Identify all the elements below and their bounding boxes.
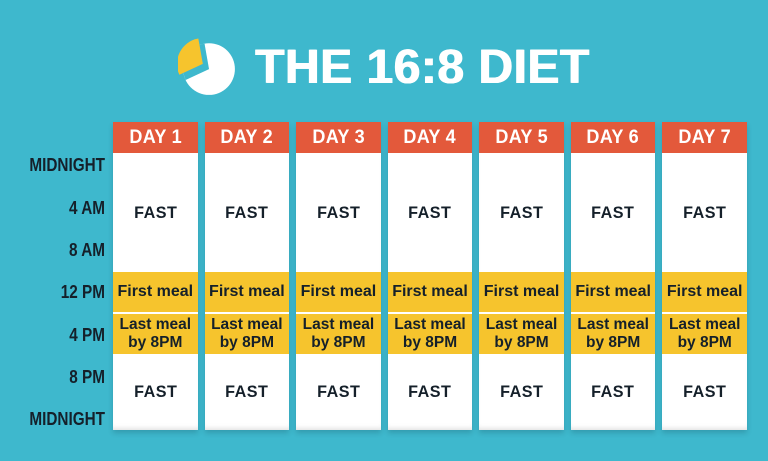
time-label: 8 AM	[69, 240, 105, 260]
cell-last-meal: Last meal by 8PM	[204, 314, 290, 354]
time-gutter: MIDNIGHT 4 AM 8 AM 12 PM 4 PM 8 PM MIDNI…	[0, 0, 105, 461]
fast-pm-label: FAST	[591, 382, 635, 401]
day-strip: FAST First meal Last meal by 8PM FAST	[479, 153, 564, 430]
cell-fast-pm: FAST	[205, 354, 290, 430]
day-header-label: DAY 3	[312, 126, 365, 148]
cell-fast-am: FAST	[205, 153, 290, 272]
cell-first-meal: First meal	[570, 272, 656, 312]
fast-pm-label: FAST	[133, 382, 177, 401]
cell-fast-pm: FAST	[571, 354, 656, 430]
day-column: DAY 1 FAST First meal Last meal by 8PM F…	[113, 122, 198, 430]
cell-first-meal: First meal	[204, 272, 290, 312]
day-strip: FAST First meal Last meal by 8PM FAST	[662, 153, 747, 430]
fast-pm-label: FAST	[225, 382, 269, 401]
cell-first-meal: First meal	[387, 272, 473, 312]
day-header: DAY 4	[387, 122, 473, 153]
cell-last-meal: Last meal by 8PM	[113, 314, 198, 354]
last-meal-line-2: by 8PM	[586, 334, 641, 351]
last-meal-line-2: by 8PM	[219, 334, 274, 351]
day-column: DAY 7 FAST First meal Last meal by 8PM F…	[662, 122, 747, 430]
cell-first-meal: First meal	[296, 272, 381, 312]
fast-pm-label: FAST	[683, 382, 727, 401]
day-strip: FAST First meal Last meal by 8PM FAST	[204, 153, 290, 430]
fast-am-label: FAST	[499, 202, 544, 222]
fast-am-label: FAST	[316, 202, 361, 222]
cell-fast-pm: FAST	[296, 354, 381, 430]
day-column: DAY 5 FAST First meal Last meal by 8PM F…	[479, 122, 564, 430]
fast-pm-label: FAST	[316, 382, 361, 401]
day-strip: FAST First meal Last meal by 8PM FAST	[296, 153, 381, 430]
day-header: DAY 1	[113, 122, 198, 153]
fast-am-label: FAST	[408, 202, 452, 222]
cell-fast-pm: FAST	[113, 354, 198, 430]
day-strip: FAST First meal Last meal by 8PM FAST	[113, 153, 198, 430]
day-header: DAY 3	[296, 122, 381, 153]
cell-fast-pm: FAST	[388, 354, 473, 430]
cell-last-meal: Last meal by 8PM	[296, 314, 381, 354]
pie-chart-icon	[178, 38, 236, 95]
last-meal-line-1: Last meal	[302, 316, 375, 334]
last-meal-line-2: by 8PM	[677, 334, 732, 351]
last-meal-line-1: Last meal	[394, 316, 466, 334]
fast-am-label: FAST	[225, 202, 269, 222]
day-header: DAY 5	[479, 122, 564, 153]
cell-fast-am: FAST	[479, 153, 564, 272]
day-header-label: DAY 7	[678, 126, 732, 148]
day-column: DAY 3 FAST First meal Last meal by 8PM F…	[296, 122, 381, 430]
time-label: 4 AM	[69, 198, 105, 218]
last-meal-line-1: Last meal	[485, 316, 558, 334]
last-meal-line-1: Last meal	[668, 316, 741, 334]
day-strip: FAST First meal Last meal by 8PM FAST	[387, 153, 473, 430]
last-meal-line-2: by 8PM	[494, 334, 549, 351]
cell-fast-am: FAST	[662, 153, 747, 272]
day-header-label: DAY 6	[586, 126, 640, 148]
day-column: DAY 6 FAST First meal Last meal by 8PM F…	[570, 122, 656, 430]
cell-fast-pm: FAST	[662, 354, 747, 430]
time-label: MIDNIGHT	[29, 155, 106, 175]
cell-fast-am: FAST	[113, 153, 198, 272]
day-header-label: DAY 4	[403, 126, 457, 148]
day-column: DAY 2 FAST First meal Last meal by 8PM F…	[204, 122, 290, 430]
day-strip: FAST First meal Last meal by 8PM FAST	[570, 153, 656, 430]
fast-pm-label: FAST	[408, 382, 452, 401]
day-header: DAY 7	[662, 122, 747, 153]
day-header-label: DAY 5	[495, 126, 548, 148]
cell-last-meal: Last meal by 8PM	[570, 314, 656, 354]
title-bar: THE 16:8 DIET	[0, 34, 768, 100]
cell-first-meal: First meal	[479, 272, 564, 312]
page-title: THE 16:8 DIET	[255, 40, 590, 94]
last-meal-line-1: Last meal	[119, 316, 192, 334]
cell-fast-am: FAST	[571, 153, 656, 272]
cell-last-meal: Last meal by 8PM	[662, 314, 747, 354]
time-label: 4 PM	[69, 325, 105, 345]
schedule-grid: DAY 1 FAST First meal Last meal by 8PM F…	[113, 122, 747, 430]
last-meal-line-1: Last meal	[577, 316, 649, 334]
cell-fast-pm: FAST	[479, 354, 564, 430]
cell-first-meal: First meal	[662, 272, 747, 312]
cell-fast-am: FAST	[388, 153, 473, 272]
day-header-label: DAY 2	[220, 126, 274, 148]
day-column: DAY 4 FAST First meal Last meal by 8PM F…	[387, 122, 473, 430]
cell-fast-am: FAST	[296, 153, 381, 272]
last-meal-line-2: by 8PM	[402, 334, 458, 351]
fast-am-label: FAST	[591, 202, 635, 222]
last-meal-line-2: by 8PM	[311, 334, 366, 351]
fast-pm-label: FAST	[499, 382, 544, 401]
time-label: MIDNIGHT	[29, 409, 106, 429]
day-header: DAY 2	[204, 122, 290, 153]
cell-first-meal: First meal	[113, 272, 198, 312]
cell-last-meal: Last meal by 8PM	[479, 314, 564, 354]
fast-am-label: FAST	[133, 202, 177, 222]
time-label: 12 PM	[60, 282, 105, 302]
time-label: 8 PM	[69, 367, 105, 387]
day-header-label: DAY 1	[128, 126, 182, 148]
fast-am-label: FAST	[683, 202, 727, 222]
last-meal-line-1: Last meal	[211, 316, 283, 334]
cell-last-meal: Last meal by 8PM	[387, 314, 473, 354]
day-header: DAY 6	[570, 122, 656, 153]
last-meal-line-2: by 8PM	[128, 334, 183, 351]
